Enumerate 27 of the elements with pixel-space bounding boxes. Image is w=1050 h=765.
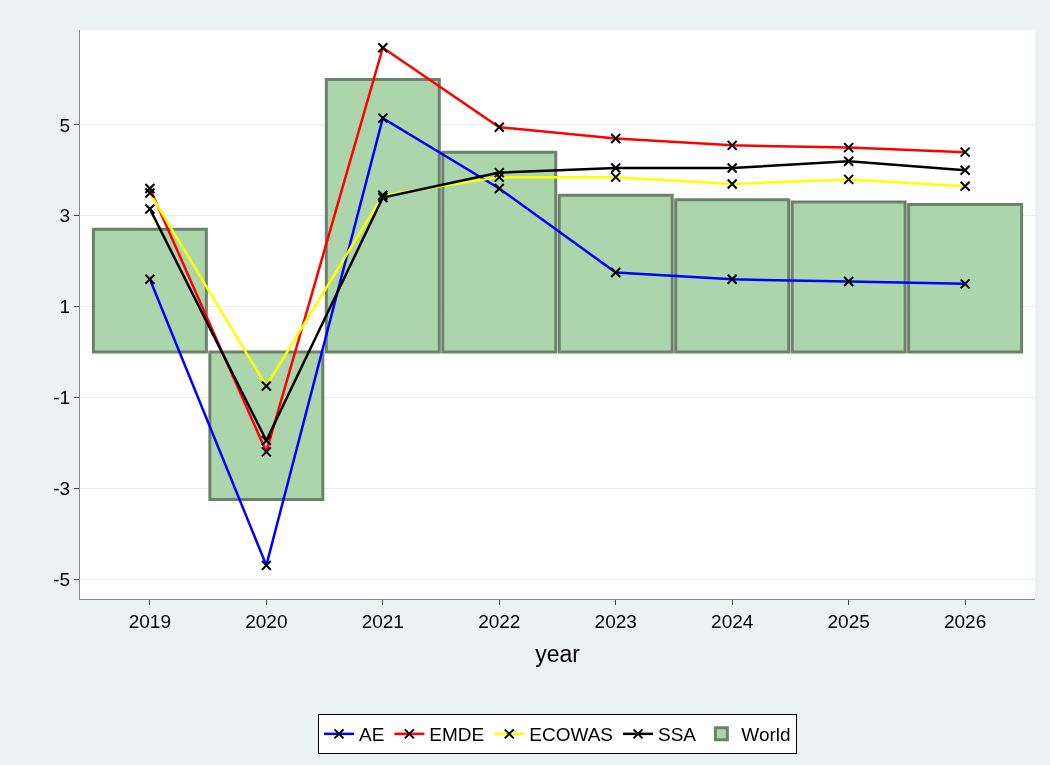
x-tick-label: 2024 — [711, 610, 754, 632]
y-tick-label: -1 — [53, 387, 71, 409]
y-tick-label: 3 — [59, 205, 71, 227]
point — [144, 203, 156, 215]
x-tick-label: 2021 — [361, 610, 404, 632]
point — [726, 162, 738, 174]
point — [493, 167, 505, 179]
x-tick-label: 2019 — [128, 610, 172, 632]
point — [260, 435, 272, 447]
x-tick-label: 2025 — [827, 610, 870, 632]
legend-label: AE — [359, 724, 385, 746]
point — [843, 155, 855, 167]
x-axis-title: year — [535, 641, 581, 668]
y-tick-label: -3 — [53, 477, 71, 499]
point — [610, 162, 622, 174]
legend-label: SSA — [658, 724, 697, 746]
x-tick-label: 2020 — [245, 610, 288, 632]
y-tick-label: 5 — [59, 114, 71, 136]
y-tick-label: -5 — [53, 568, 71, 590]
legend-label: World — [741, 724, 791, 746]
point — [959, 164, 971, 176]
x-tick-label: 2026 — [943, 610, 987, 632]
x-tick-label: 2022 — [478, 610, 521, 632]
x-tick-label: 2023 — [594, 610, 637, 632]
y-tick-label: 1 — [59, 296, 71, 318]
legend-label: ECOWAS — [529, 724, 614, 746]
legend-label: EMDE — [429, 724, 485, 746]
